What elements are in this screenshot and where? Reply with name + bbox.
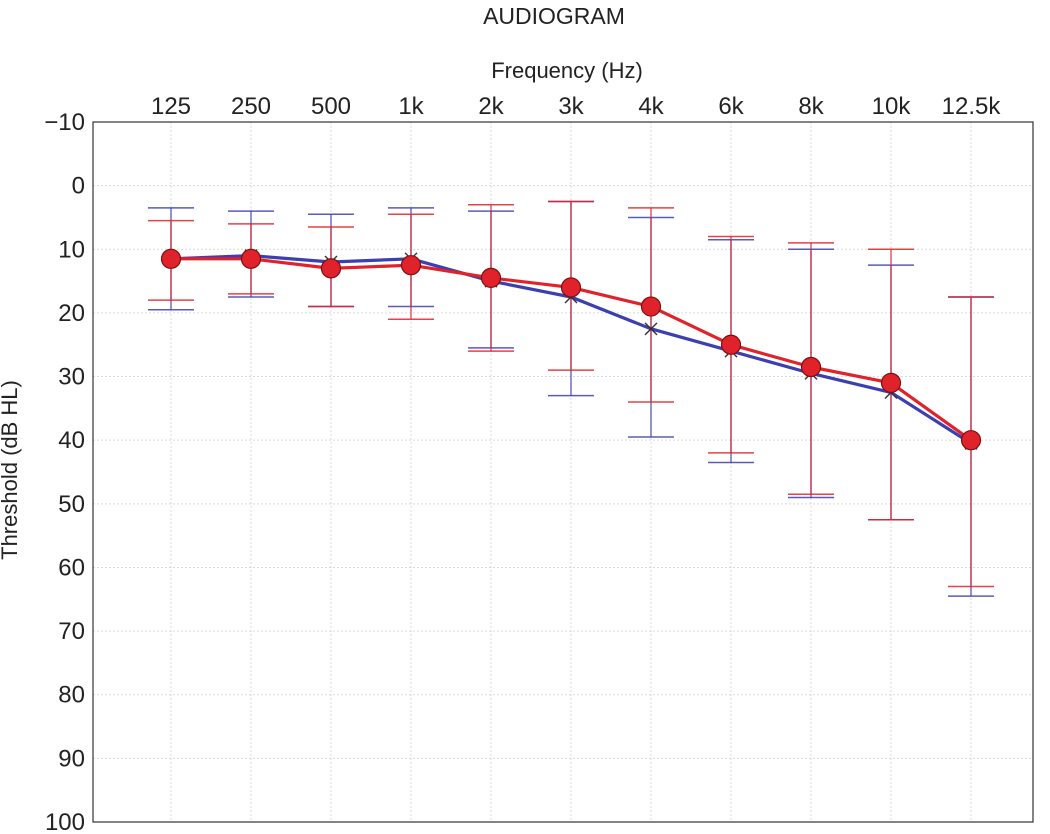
- series-2: [160, 248, 982, 451]
- y-tick-label: 40: [58, 427, 85, 454]
- x-tick-label: 250: [231, 93, 271, 120]
- y-tick-label: 60: [58, 554, 85, 581]
- x-tick-label: 12.5k: [942, 93, 1002, 120]
- data-point: [644, 322, 658, 336]
- data-point: [160, 248, 182, 269]
- x-tick-labels: 125 250 500 1k 2k 3k 4k 6k 8k 10k 12.5k: [151, 93, 1001, 120]
- plot-frame: [92, 121, 1034, 823]
- y-tick-label: 20: [58, 300, 85, 327]
- x-tick-label: 125: [151, 93, 191, 120]
- data-point: [800, 356, 822, 378]
- x-tick-label: 4k: [638, 93, 664, 120]
- x-tick-label: 500: [311, 93, 351, 120]
- y-tick-label: 30: [58, 364, 85, 391]
- y-tick-label: 10: [58, 236, 85, 263]
- x-tick-label: 6k: [718, 93, 744, 120]
- y-tick-label: 100: [45, 809, 85, 834]
- y-axis-title: Threshold (dB HL): [0, 380, 22, 560]
- x-tick-label: 1k: [398, 93, 424, 120]
- x-axis-title: Frequency (Hz): [491, 58, 643, 83]
- data-point: [400, 255, 422, 276]
- data-point: [640, 296, 662, 317]
- y-tick-label: 80: [58, 682, 85, 709]
- error-bars-series-2: [148, 200, 994, 588]
- plot-area: [148, 200, 994, 597]
- y-tick-label: 90: [58, 745, 85, 772]
- data-point: [480, 267, 502, 289]
- grid: [93, 121, 1033, 823]
- data-point: [240, 248, 262, 269]
- data-point: [880, 372, 902, 394]
- data-point: [320, 258, 342, 279]
- data-point: [960, 430, 982, 451]
- y-tick-labels: −10 0 10 20 30 40 50 60 70 80 90 100: [44, 109, 85, 834]
- y-tick-label: 50: [58, 491, 85, 518]
- y-tick-label: −10: [44, 109, 85, 136]
- x-tick-label: 3k: [558, 93, 584, 120]
- chart-title: AUDIOGRAM: [483, 3, 625, 29]
- data-point: [720, 334, 742, 355]
- data-point-stroke: [644, 322, 658, 336]
- x-tick-label: 8k: [798, 93, 824, 120]
- y-tick-label: 0: [72, 173, 85, 200]
- x-tick-label: 10k: [872, 93, 912, 120]
- y-tick-label: 70: [58, 618, 85, 645]
- data-point: [560, 277, 582, 298]
- x-tick-label: 2k: [478, 93, 504, 120]
